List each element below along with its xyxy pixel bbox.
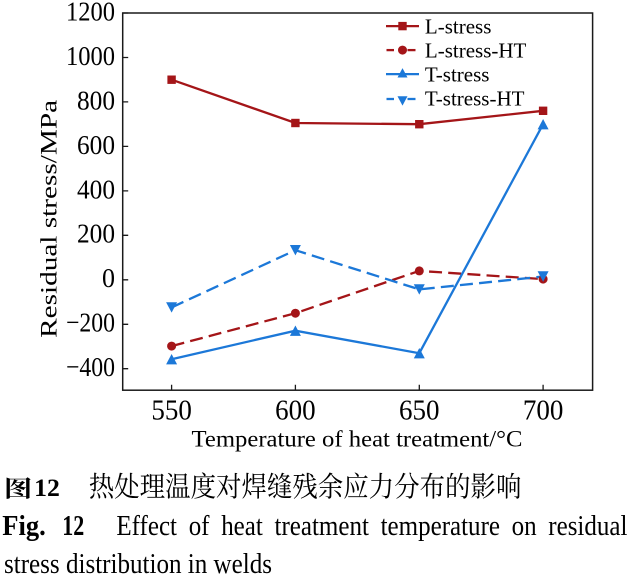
svg-text:heat: heat bbox=[221, 511, 263, 542]
svg-text:Temperature of heat treatment/: Temperature of heat treatment/°C bbox=[192, 427, 523, 453]
svg-text:L-stress: L-stress bbox=[425, 14, 492, 38]
svg-text:600: 600 bbox=[275, 394, 316, 426]
svg-text:12: 12 bbox=[34, 473, 60, 502]
svg-text:of: of bbox=[189, 511, 210, 542]
svg-text:700: 700 bbox=[523, 394, 564, 426]
svg-text:400: 400 bbox=[77, 173, 115, 204]
svg-text:800: 800 bbox=[77, 84, 115, 115]
svg-text:treatment: treatment bbox=[275, 511, 370, 542]
svg-text:Effect: Effect bbox=[116, 511, 177, 542]
svg-text:12: 12 bbox=[62, 511, 84, 542]
svg-text:200: 200 bbox=[77, 218, 115, 249]
svg-text:1000: 1000 bbox=[66, 40, 115, 71]
svg-text:1200: 1200 bbox=[66, 0, 115, 26]
svg-text:L-stress-HT: L-stress-HT bbox=[425, 38, 527, 62]
svg-text:−200: −200 bbox=[66, 307, 115, 338]
svg-text:Fig.: Fig. bbox=[2, 511, 46, 542]
svg-text:Residual stress/MPa: Residual stress/MPa bbox=[37, 100, 62, 338]
svg-text:T-stress: T-stress bbox=[425, 62, 490, 86]
svg-text:650: 650 bbox=[399, 394, 440, 426]
svg-text:stress distribution in welds: stress distribution in welds bbox=[4, 549, 272, 580]
svg-text:temperature: temperature bbox=[381, 511, 500, 542]
svg-text:on: on bbox=[512, 511, 537, 542]
svg-text:600: 600 bbox=[77, 129, 115, 160]
svg-text:550: 550 bbox=[151, 394, 192, 426]
svg-text:−400: −400 bbox=[66, 351, 115, 382]
svg-text:0: 0 bbox=[102, 262, 115, 293]
svg-text:T-stress-HT: T-stress-HT bbox=[425, 86, 525, 110]
svg-text:residual: residual bbox=[548, 511, 627, 542]
